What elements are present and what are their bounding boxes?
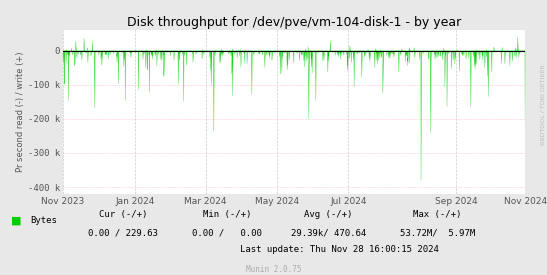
Text: Munin 2.0.75: Munin 2.0.75 <box>246 265 301 274</box>
Text: Max (-/+): Max (-/+) <box>414 210 462 219</box>
Text: 0.00 /   0.00: 0.00 / 0.00 <box>192 228 262 237</box>
Text: 29.39k/ 470.64: 29.39k/ 470.64 <box>290 228 366 237</box>
Text: Min (-/+): Min (-/+) <box>203 210 251 219</box>
Text: 53.72M/  5.97M: 53.72M/ 5.97M <box>400 228 475 237</box>
Text: Cur (-/+): Cur (-/+) <box>99 210 147 219</box>
Y-axis label: Pr second read (-) / write (+): Pr second read (-) / write (+) <box>16 52 25 172</box>
Text: RRDTOOL / TOBI OETIKER: RRDTOOL / TOBI OETIKER <box>541 64 546 145</box>
Text: 0.00 / 229.63: 0.00 / 229.63 <box>88 228 158 237</box>
Text: ■: ■ <box>11 216 21 226</box>
Text: Avg (-/+): Avg (-/+) <box>304 210 352 219</box>
Title: Disk throughput for /dev/pve/vm-104-disk-1 - by year: Disk throughput for /dev/pve/vm-104-disk… <box>127 16 461 29</box>
Text: Last update: Thu Nov 28 16:00:15 2024: Last update: Thu Nov 28 16:00:15 2024 <box>240 245 439 254</box>
Text: Bytes: Bytes <box>30 216 57 225</box>
